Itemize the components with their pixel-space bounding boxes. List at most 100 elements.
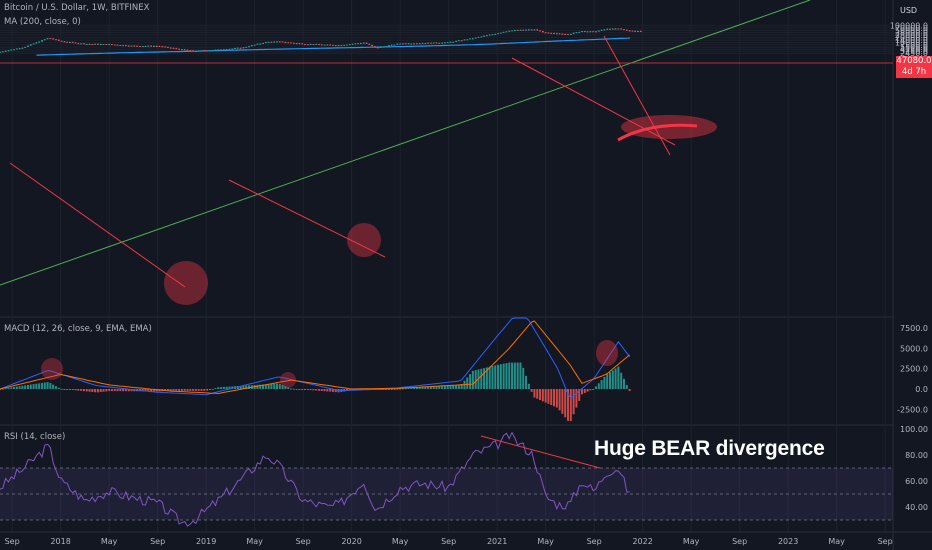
ma-legend[interactable]: MA (200, close, 0) <box>4 17 81 27</box>
rsi-legend[interactable]: RSI (14, close) <box>4 432 66 442</box>
macd-histogram-bar <box>172 389 175 391</box>
macd-histogram-bar <box>94 389 97 393</box>
candle-body <box>471 38 474 40</box>
macd-histogram-bar <box>214 388 217 390</box>
candle-body <box>527 29 530 31</box>
macd-histogram-bar <box>82 389 85 392</box>
macd-histogram-bar <box>239 385 242 389</box>
candle-body <box>136 45 139 47</box>
candle-body <box>519 29 522 31</box>
candle-body <box>172 47 175 49</box>
candle-body <box>214 49 217 51</box>
macd-histogram-bar <box>222 386 225 389</box>
macd-histogram-bar <box>18 386 21 389</box>
candle-body <box>127 45 130 47</box>
candle-body <box>166 46 169 48</box>
macd-histogram-bar <box>194 389 197 391</box>
time-tick-label: Sep <box>296 537 311 546</box>
macd-histogram-bar <box>242 385 245 389</box>
candle-body <box>550 32 553 34</box>
candle-body <box>4 50 7 52</box>
price-tick-label: 38000.0 <box>895 29 928 38</box>
candle-body <box>595 31 597 33</box>
candle-body <box>284 42 287 44</box>
candle-body <box>597 30 600 32</box>
candle-body <box>312 44 315 46</box>
candle-body <box>323 44 326 46</box>
candle-body <box>553 32 555 34</box>
macd-histogram-bar <box>60 388 63 390</box>
macd-histogram-bar <box>564 389 567 418</box>
price-tick-label: 10000.0 <box>895 39 928 48</box>
macd-histogram-bar <box>505 363 508 389</box>
rsi-divergence-line <box>480 435 601 469</box>
candle-body <box>625 29 628 31</box>
macd-histogram-bar <box>404 388 407 390</box>
macd-histogram-bar <box>1 388 4 390</box>
candle-body <box>192 50 194 52</box>
macd-legend[interactable]: MACD (12, 26, close, 9, EMA, EMA) <box>4 324 152 334</box>
macd-histogram-bar <box>96 389 99 393</box>
candle-body <box>385 46 388 48</box>
time-tick-label: 2022 <box>632 537 652 546</box>
macd-histogram-bar <box>592 389 595 390</box>
macd-histogram-bar <box>606 374 609 389</box>
candle-body <box>32 43 35 45</box>
macd-histogram-bar <box>270 383 273 389</box>
candle-body <box>586 31 589 33</box>
macd-histogram-bar <box>108 389 111 392</box>
time-axis[interactable]: Sep 2018 May Sep 2019 May Sep 2020 May Sep 2021 May… <box>5 537 893 546</box>
candle-body <box>413 43 416 45</box>
macd-histogram-bar <box>292 388 295 390</box>
macd-histogram-bar <box>513 362 516 389</box>
candle-body <box>337 45 340 47</box>
macd-histogram-bar <box>281 385 284 389</box>
macd-histogram-bar <box>558 389 561 411</box>
price-tick-label: 2450.0 <box>900 49 928 58</box>
candle-body <box>21 47 24 49</box>
candle-body <box>55 39 57 41</box>
macd-histogram-bar <box>480 368 483 389</box>
macd-histogram-bar <box>315 389 318 391</box>
candle-body <box>435 42 438 44</box>
candle-body <box>125 45 127 47</box>
candle-body <box>152 45 155 47</box>
candle-body <box>410 43 413 45</box>
macd-histogram-bar <box>256 384 259 389</box>
trendline-drawings[interactable] <box>0 0 893 469</box>
macd-histogram-bar <box>413 387 416 389</box>
time-tick-label: 2018 <box>50 537 70 546</box>
macd-histogram-bar <box>178 389 181 391</box>
candle-body <box>491 34 494 36</box>
candle-body <box>530 29 533 31</box>
candle-body <box>295 43 298 45</box>
candle-body <box>290 42 292 44</box>
candle-body <box>511 30 513 32</box>
macd-histogram-bar <box>130 389 133 392</box>
macd-line <box>0 317 630 399</box>
macd-histogram-bar <box>245 385 248 389</box>
candle-body <box>122 45 125 47</box>
macd-histogram-bar <box>429 386 432 389</box>
symbol-legend[interactable]: Bitcoin / U.S. Dollar, 1W, BITFINEX <box>4 3 150 13</box>
macd-histogram-bar <box>418 387 421 389</box>
candle-body <box>606 28 609 30</box>
candle-body <box>513 30 516 32</box>
price-axis[interactable]: 100000.070000.050000.038000.028000.02000… <box>890 21 928 512</box>
price-tick-label: 7500.0 <box>900 41 928 50</box>
candle-body <box>360 43 362 45</box>
macd-histogram-bar <box>206 389 209 391</box>
candle-body <box>94 43 97 45</box>
macd-histogram-bar <box>323 389 326 392</box>
candle-body <box>105 44 108 46</box>
candle-body <box>10 49 13 51</box>
candle-body <box>569 33 572 35</box>
macd-histogram-bar <box>555 389 558 408</box>
macd-histogram-bar <box>415 387 418 389</box>
macd-histogram-bar <box>530 389 533 392</box>
macd-histogram-bar <box>317 389 320 391</box>
macd-histogram-bar <box>169 389 172 391</box>
candle-body <box>525 29 527 31</box>
